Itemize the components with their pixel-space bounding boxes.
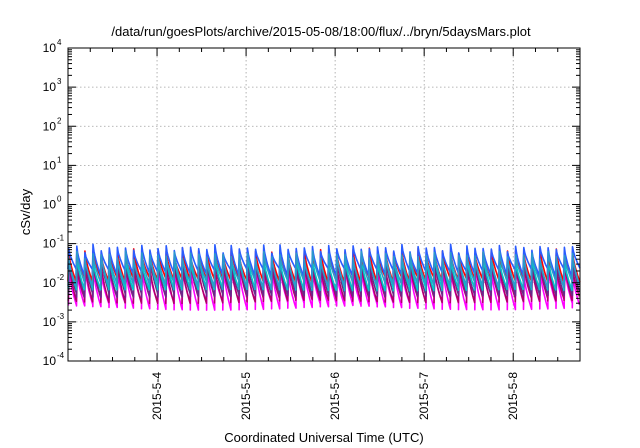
y-tick-exponent: 1 <box>57 155 62 164</box>
x-tick-label: 2015-5-6 <box>328 372 342 420</box>
y-tick-label: 10 4 <box>43 38 62 55</box>
x-axis-label: Coordinated Universal Time (UTC) <box>224 430 423 445</box>
y-tick-label: 10 -1 <box>43 234 65 251</box>
y-axis-label: cSv/day <box>18 188 33 235</box>
y-tick-exponent: 0 <box>57 195 62 204</box>
y-tick-base: 10 <box>43 80 57 94</box>
x-tick-label: 2015-5-4 <box>150 372 164 420</box>
y-tick-base: 10 <box>43 158 57 172</box>
y-tick-label: 10 0 <box>43 195 62 212</box>
y-tick-exponent: 3 <box>57 77 62 86</box>
y-tick-label: 10 1 <box>43 155 62 172</box>
grid-lines <box>68 48 580 361</box>
x-tick-label: 2015-5-7 <box>417 372 431 420</box>
x-tick-label: 2015-5-5 <box>239 372 253 420</box>
y-tick-exponent: -3 <box>57 312 65 321</box>
y-tick-base: 10 <box>43 237 57 251</box>
series-line <box>67 243 581 278</box>
y-tick-label: 10 2 <box>43 116 62 133</box>
y-tick-label: 10 -4 <box>43 351 65 368</box>
y-tick-base: 10 <box>43 198 57 212</box>
y-tick-base: 10 <box>43 119 57 133</box>
chart-title: /data/run/goesPlots/archive/2015-05-08/1… <box>111 24 531 39</box>
y-tick-base: 10 <box>43 354 57 368</box>
series-line <box>67 250 580 289</box>
y-tick-exponent: -2 <box>57 273 65 282</box>
y-tick-label: 10 -2 <box>43 273 65 290</box>
y-tick-base: 10 <box>43 276 57 290</box>
y-tick-exponent: 4 <box>57 38 62 47</box>
y-tick-exponent: -1 <box>57 234 65 243</box>
series-layer <box>67 243 581 311</box>
y-tick-label: 10 -3 <box>43 312 65 329</box>
y-tick-base: 10 <box>43 41 57 55</box>
y-tick-exponent: -4 <box>57 351 65 360</box>
y-tick-base: 10 <box>43 315 57 329</box>
y-tick-label: 10 3 <box>43 77 62 94</box>
axis-ticks <box>68 47 580 362</box>
x-tick-label: 2015-5-8 <box>506 372 520 420</box>
y-tick-exponent: 2 <box>57 116 62 125</box>
x-tick-labels: 2015-5-4 2015-5-5 2015-5-6 2015-5-7 2015-5-8 <box>150 372 520 420</box>
